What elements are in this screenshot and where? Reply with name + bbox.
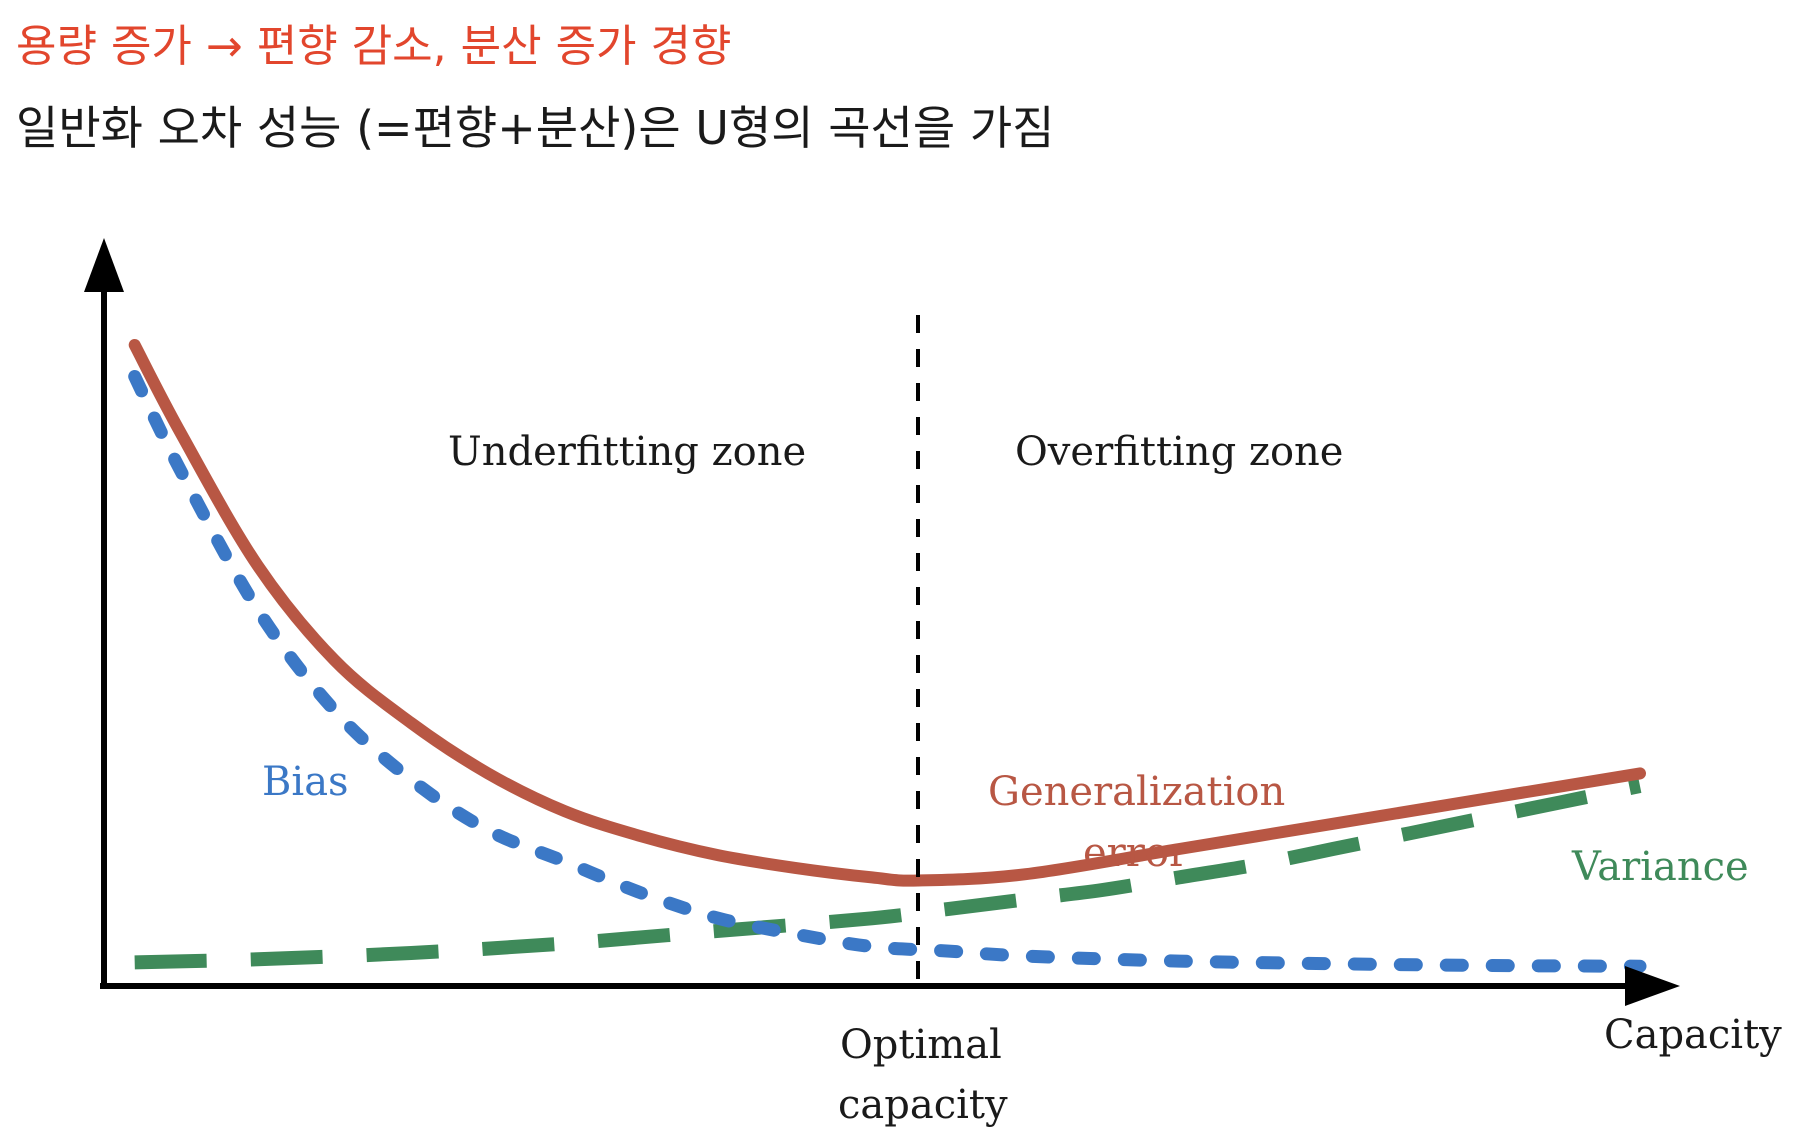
chart-curves	[128, 339, 1647, 973]
generalization-error-curve	[128, 339, 1646, 887]
heading-line2: 일반화 오차 성능 (=편향+분산)은 U형의 곡선을 가짐	[16, 101, 1055, 155]
optimal-capacity-label-line2: capacity	[838, 1082, 1008, 1128]
underfitting-zone-label: Underfitting zone	[448, 429, 806, 475]
variance-legend-label: Variance	[1571, 844, 1749, 890]
bias-curve	[128, 370, 1647, 973]
optimal-capacity-label-line1: Optimal	[840, 1022, 1002, 1068]
variance-curve	[134, 779, 1642, 970]
overfitting-zone-label: Overfitting zone	[1015, 429, 1343, 475]
heading-line1: 용량 증가 → 편향 감소, 분산 증가 경향	[16, 21, 732, 72]
generalization-error-label-line1: Generalization	[988, 769, 1285, 815]
x-axis-arrow-icon	[1625, 966, 1680, 1006]
x-axis-label: Capacity	[1604, 1012, 1782, 1058]
bias-legend-label: Bias	[262, 759, 349, 805]
y-axis-arrow-icon	[84, 238, 124, 292]
generalization-error-label-line2: error	[1083, 830, 1189, 876]
